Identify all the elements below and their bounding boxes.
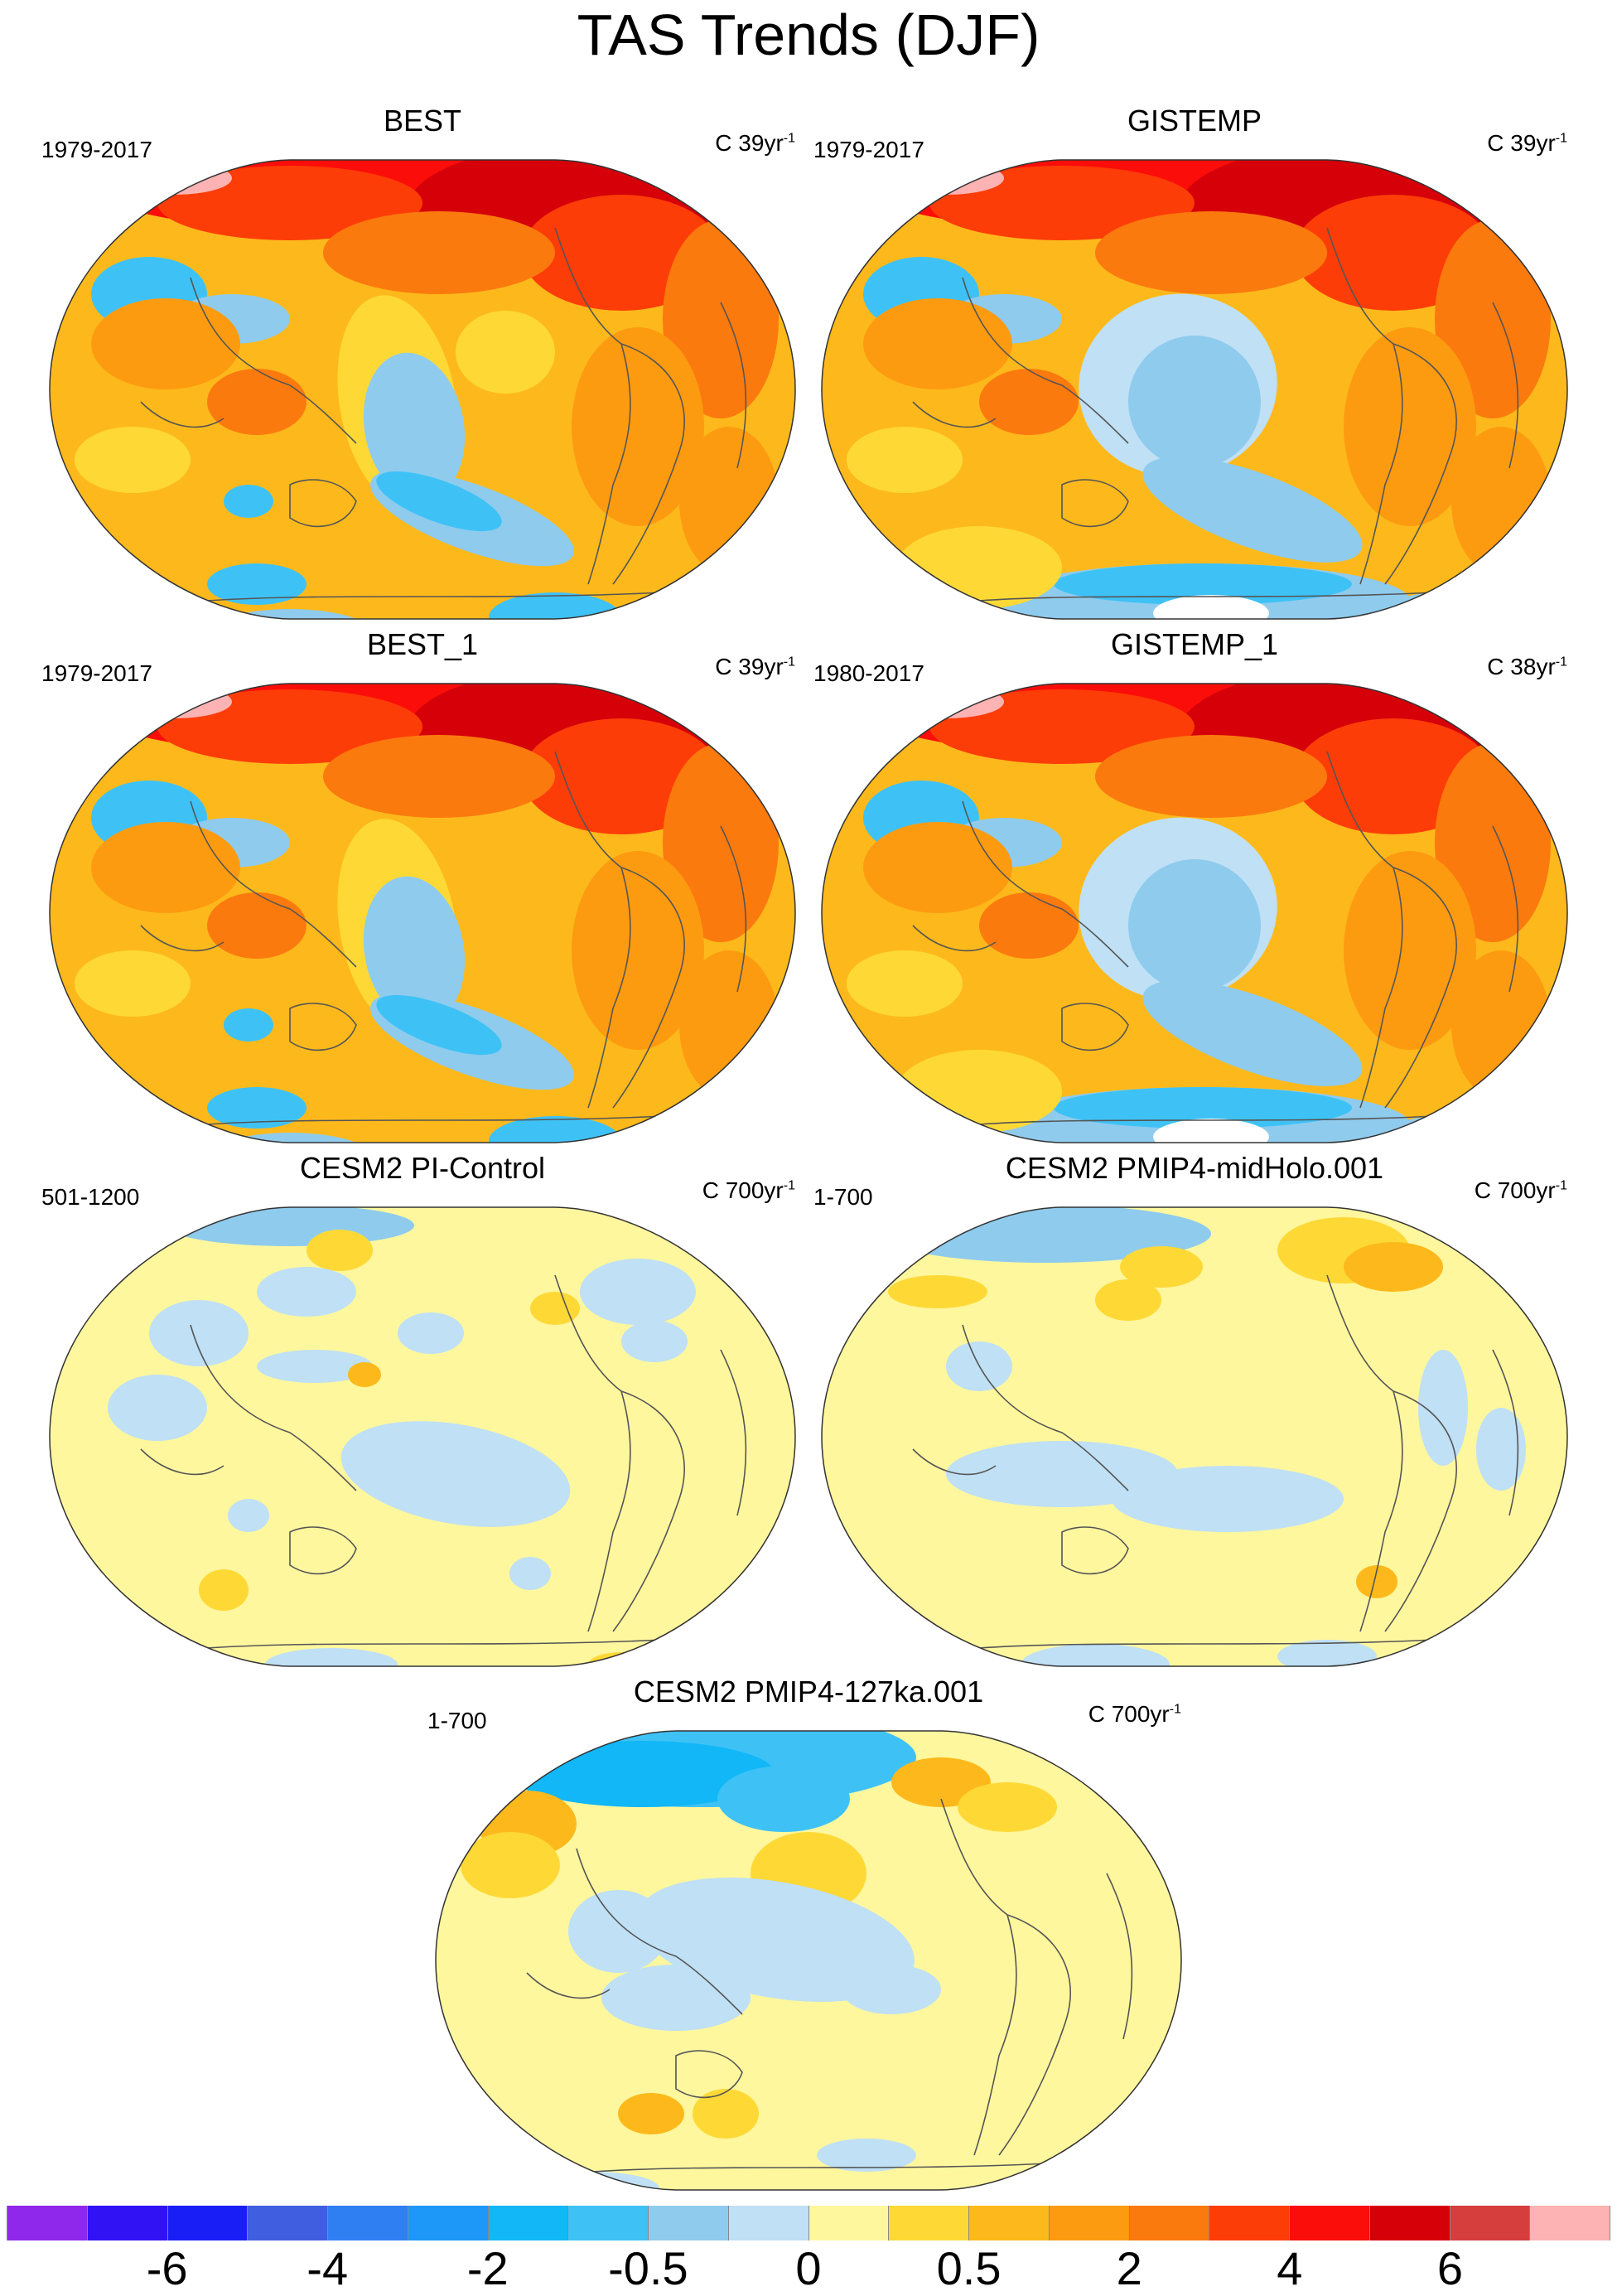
colorbar-swatch <box>649 2206 729 2240</box>
figure-title: TAS Trends (DJF) <box>577 2 1040 67</box>
map-panel: GISTEMP 1979-2017 C 39yr-1 <box>813 104 1576 650</box>
map-panel: CESM2 PMIP4-midHolo.001 1-700 C 700yr-1 <box>813 1151 1576 1698</box>
colorbar-swatch <box>1530 2206 1610 2240</box>
colorbar-swatch <box>1290 2206 1370 2240</box>
panel-title: CESM2 PI-Control <box>299 1151 546 1185</box>
world-map <box>821 159 1568 620</box>
world-map <box>435 1730 1182 2191</box>
colorbar-swatch <box>488 2206 569 2240</box>
colorbar-tick-label: -0.5 <box>608 2242 688 2294</box>
colorbar-swatch <box>328 2206 408 2240</box>
panel-years: 501-1200 <box>41 1184 140 1210</box>
colorbar-swatch <box>1209 2206 1290 2240</box>
world-map <box>821 1206 1568 1667</box>
colorbar-tick-label: -2 <box>466 2242 509 2294</box>
map-panel: GISTEMP_1 1980-2017 C 38yr-1 <box>813 627 1576 1174</box>
panel-years: 1979-2017 <box>41 137 152 162</box>
world-map <box>49 159 796 620</box>
colorbar-swatch <box>808 2206 890 2240</box>
panel-title: CESM2 PMIP4-midHolo.001 <box>1005 1151 1384 1185</box>
panel-units: C 39yr-1 <box>715 130 795 156</box>
colorbar-swatch <box>1369 2206 1450 2240</box>
panel-title: BEST <box>383 104 462 138</box>
colorbar <box>7 2206 1610 2240</box>
colorbar-swatch <box>408 2206 489 2240</box>
panel-title: GISTEMP_1 <box>1110 627 1279 661</box>
colorbar-swatch <box>728 2206 809 2240</box>
colorbar-swatch <box>7 2206 88 2240</box>
colorbar-swatch <box>1049 2206 1130 2240</box>
map-panel: CESM2 PMIP4-127ka.001 1-700 C 700yr-1 <box>427 1675 1190 2221</box>
panel-units: C 38yr-1 <box>1487 654 1567 679</box>
world-map <box>49 683 796 1143</box>
map-panel: BEST_1 1979-2017 C 39yr-1 <box>41 627 804 1174</box>
panel-title: BEST_1 <box>366 627 479 661</box>
map-panel: CESM2 PI-Control 501-1200 C 700yr-1 <box>41 1151 804 1698</box>
colorbar-swatch <box>969 2206 1050 2240</box>
world-map <box>49 1206 796 1667</box>
panel-units: C 700yr-1 <box>1088 1701 1181 1727</box>
panel-title: GISTEMP <box>1127 104 1262 138</box>
colorbar-swatch <box>889 2206 969 2240</box>
panel-years: 1980-2017 <box>813 660 924 686</box>
colorbar-tick-label: -4 <box>307 2242 349 2294</box>
colorbar-swatch <box>568 2206 649 2240</box>
colorbar-swatch <box>167 2206 249 2240</box>
colorbar-tick-label: 4 <box>1277 2242 1303 2294</box>
world-map <box>821 683 1568 1143</box>
colorbar-swatch <box>1450 2206 1531 2240</box>
panel-units: C 39yr-1 <box>715 654 795 679</box>
colorbar-swatch <box>87 2206 168 2240</box>
panel-years: 1-700 <box>813 1184 873 1210</box>
panel-years: 1979-2017 <box>813 137 924 162</box>
panel-title: CESM2 PMIP4-127ka.001 <box>633 1675 984 1709</box>
colorbar-swatch <box>1129 2206 1210 2240</box>
colorbar-tick-label: 0 <box>795 2242 822 2294</box>
colorbar-tick-label: 2 <box>1116 2242 1142 2294</box>
panel-units: C 700yr-1 <box>1474 1177 1567 1203</box>
panel-years: 1-700 <box>427 1708 487 1733</box>
colorbar-tick-label: -6 <box>146 2242 188 2294</box>
colorbar-tick-label: 0.5 <box>936 2242 1002 2294</box>
panel-units: C 39yr-1 <box>1487 130 1567 156</box>
panel-years: 1979-2017 <box>41 660 152 686</box>
panel-units: C 700yr-1 <box>702 1177 795 1203</box>
map-panel: BEST 1979-2017 C 39yr-1 <box>41 104 804 650</box>
colorbar-swatch <box>248 2206 328 2240</box>
colorbar-tick-label: 6 <box>1436 2242 1463 2294</box>
